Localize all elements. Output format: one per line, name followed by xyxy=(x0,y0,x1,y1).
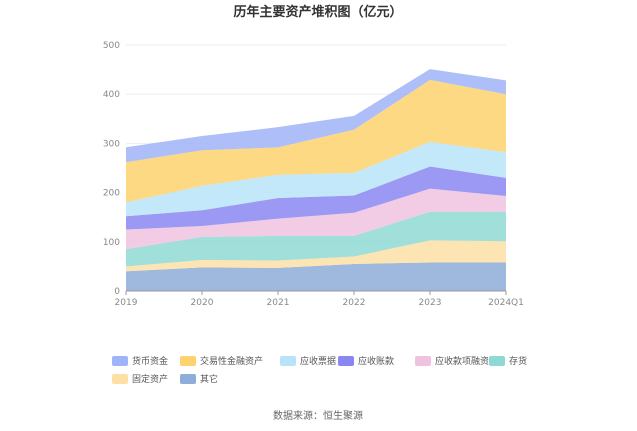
legend-swatch xyxy=(180,374,196,384)
x-tick-label: 2021 xyxy=(267,298,290,308)
legend-item[interactable]: 应收票据 xyxy=(280,355,336,367)
area-应收票据 xyxy=(126,141,506,217)
x-tick-label: 2023 xyxy=(419,298,442,308)
area-series xyxy=(126,69,506,291)
chart-title: 历年主要资产堆积图（亿元） xyxy=(233,4,402,20)
legend-label: 应收款项融资 xyxy=(435,355,489,367)
legend-item[interactable]: 其它 xyxy=(180,373,218,385)
legend-label: 应收票据 xyxy=(300,355,336,367)
legend-swatch xyxy=(338,356,354,366)
legend-item[interactable]: 应收款项融资 xyxy=(415,355,489,367)
data-source: 数据来源：恒生聚源 xyxy=(273,409,363,422)
y-tick-label: 500 xyxy=(103,41,120,51)
area-应收账款 xyxy=(126,166,506,230)
axes: 0 100 200 300 400 500 2019 2020 2021 2022 2023 2024… xyxy=(103,41,524,308)
legend-swatch xyxy=(112,356,128,366)
legend-swatch xyxy=(180,356,196,366)
x-tick-label: 2020 xyxy=(191,298,214,308)
y-tick-label: 300 xyxy=(103,139,120,149)
legend-label: 货币资金 xyxy=(132,355,168,367)
legend-item[interactable]: 货币资金 xyxy=(112,355,168,367)
legend-swatch xyxy=(112,374,128,384)
x-tick-label: 2024Q1 xyxy=(488,298,524,308)
legend-label: 应收账款 xyxy=(358,355,394,367)
y-tick-label: 400 xyxy=(103,90,120,100)
area-其它 xyxy=(126,262,506,291)
y-tick-label: 200 xyxy=(103,189,120,199)
area-交易性金融资产 xyxy=(126,79,506,203)
y-tick-label: 100 xyxy=(103,238,120,248)
x-tick-label: 2022 xyxy=(343,298,366,308)
y-tick-label: 0 xyxy=(114,287,120,297)
legend-swatch xyxy=(415,356,431,366)
legend-item[interactable]: 应收账款 xyxy=(338,355,394,367)
legend-label: 交易性金融资产 xyxy=(200,355,263,367)
legend-label: 其它 xyxy=(200,373,218,385)
x-tick-label: 2019 xyxy=(115,298,138,308)
legend-label: 固定资产 xyxy=(132,373,168,385)
area-存货 xyxy=(126,211,506,267)
area-固定资产 xyxy=(126,240,506,272)
area-货币资金 xyxy=(126,69,506,163)
legend-item[interactable]: 固定资产 xyxy=(112,373,168,385)
legend-item[interactable]: 交易性金融资产 xyxy=(180,355,263,367)
legend-label: 存货 xyxy=(509,355,527,367)
legend-swatch xyxy=(489,356,505,366)
area-应收款项融资 xyxy=(126,188,506,250)
legend-swatch xyxy=(280,356,296,366)
legend-item[interactable]: 存货 xyxy=(489,355,527,367)
